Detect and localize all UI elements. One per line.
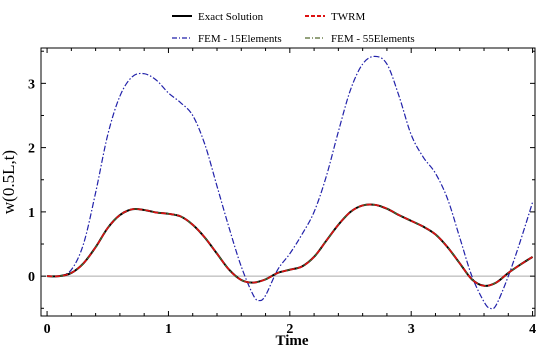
legend-label-fem-55: FEM - 55Elements [331, 33, 415, 45]
series-layer [47, 55, 534, 310]
x-tick-label: 4 [529, 322, 536, 337]
x-axis-label: Time [275, 333, 308, 349]
series-fem-55-elements [47, 203, 533, 287]
x-axis: 0 1 2 3 4 [44, 48, 536, 337]
y-tick-label: 3 [28, 77, 35, 92]
legend-label-exact-solution: Exact Solution [198, 11, 264, 23]
legend-item-fem-15: FEM - 15Elements [172, 33, 282, 45]
legend-item-fem-55: FEM - 55Elements [305, 33, 415, 45]
legend-label-twrm: TWRM [331, 11, 365, 23]
legend-item-exact-solution: Exact Solution [172, 11, 264, 23]
legend-label-fem-15: FEM - 15Elements [198, 33, 282, 45]
x-tick-label: 3 [408, 322, 415, 337]
x-tick-label: 0 [44, 322, 51, 337]
series-twrm [47, 203, 534, 287]
y-tick-label: 2 [28, 142, 35, 157]
y-axis: 0 1 2 3 [28, 50, 535, 309]
y-axis-label: w(0.5L,t) [0, 150, 18, 214]
y-tick-label: 0 [28, 270, 35, 285]
series-exact-solution [47, 203, 534, 287]
legend-item-twrm: TWRM [305, 11, 365, 23]
legend: Exact Solution TWRM FEM - 15Elements FEM… [172, 11, 415, 45]
y-tick-label: 1 [28, 206, 35, 221]
series-fem-15-elements [47, 55, 534, 310]
x-tick-label: 2 [286, 322, 293, 337]
x-tick-label: 1 [165, 322, 172, 337]
plot-frame [40, 47, 536, 317]
